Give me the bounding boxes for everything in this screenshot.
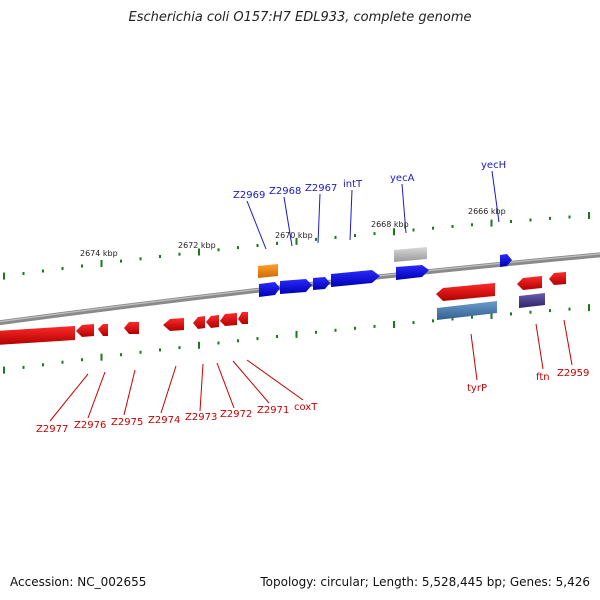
gene-z2969[interactable] [259,282,280,297]
label-z2972[interactable]: Z2972 [220,409,252,420]
reverse-strand-features [0,272,566,345]
label-coxT[interactable]: coxT [294,402,318,413]
kbp-label-2668: 2668 kbp [371,220,409,229]
forward-strand-features [258,247,512,297]
label-z2975[interactable]: Z2975 [111,417,143,428]
gene-z2973[interactable] [193,316,205,329]
leader-z2973 [199,363,204,412]
label-tyrP[interactable]: tyrP [467,383,487,394]
label-yecH[interactable]: yecH [481,160,506,171]
gene-z2975-a[interactable] [98,324,108,336]
leader-coxT [246,359,304,401]
leader-z2975 [123,369,136,416]
gene-z2971[interactable] [220,313,237,326]
gene-z2977[interactable] [0,326,75,345]
gene-z2972[interactable] [206,315,219,328]
label-z2959[interactable]: Z2959 [557,368,589,379]
gene-z2959[interactable] [549,272,566,285]
gene-ftn[interactable] [517,276,542,290]
leader-ftn [535,323,544,370]
gene-ftn-misc[interactable] [519,293,545,308]
label-ftn[interactable]: ftn [536,372,550,383]
kbp-label-2670: 2670 kbp [275,231,313,240]
map-title: Escherichia coli O157:H7 EDL933, complet… [128,10,472,25]
leader-z2977 [49,373,89,422]
label-z2973[interactable]: Z2973 [185,412,217,423]
gene-z2976[interactable] [76,324,94,337]
gene-z2974[interactable] [163,318,184,331]
leader-tyrP [470,333,478,381]
leader-z2972 [216,362,235,409]
gene-intT[interactable] [331,270,380,287]
kbp-label-2674: 2674 kbp [80,249,118,258]
accession-label: Accession: NC_002655 [10,575,147,589]
gene-coxT[interactable] [238,312,248,324]
leader-z2971 [232,360,270,404]
gene-yecA[interactable] [396,265,429,280]
tick-row-top [3,212,590,280]
leader-z2967 [317,193,321,244]
gene-z2968[interactable] [280,279,312,294]
label-z2977[interactable]: Z2977 [36,424,68,435]
label-z2971[interactable]: Z2971 [257,405,289,416]
label-z2969[interactable]: Z2969 [233,190,265,201]
topology-summary: Topology: circular; Length: 5,528,445 bp… [260,575,590,589]
leader-yecA [401,183,407,234]
leader-intT [349,189,353,241]
label-yecA[interactable]: yecA [390,173,415,184]
label-z2967[interactable]: Z2967 [305,183,337,194]
leader-z2974 [160,365,177,414]
tick-row-bottom [3,304,590,374]
top-leader-lines [246,170,500,250]
gene-tyrP-rna[interactable] [437,301,497,320]
label-intT[interactable]: intT [343,179,363,190]
gene-yecA-pseudo[interactable] [394,247,427,262]
gene-z2975[interactable] [124,322,139,334]
gene-z2967[interactable] [313,277,330,290]
bottom-leader-lines [49,319,573,422]
label-z2976[interactable]: Z2976 [74,420,106,431]
label-z2968[interactable]: Z2968 [269,186,301,197]
kbp-label-2666: 2666 kbp [468,207,506,216]
leader-z2976 [87,371,106,419]
leader-z2959 [563,319,573,366]
label-z2974[interactable]: Z2974 [148,415,180,426]
gene-yecH[interactable] [500,254,512,267]
gene-z2969-rna[interactable] [258,264,278,278]
leader-z2968 [283,196,293,247]
leader-yecH [491,170,500,223]
gene-tyrP[interactable] [436,283,495,301]
kbp-label-2672: 2672 kbp [178,241,216,250]
leader-z2969 [246,200,267,250]
